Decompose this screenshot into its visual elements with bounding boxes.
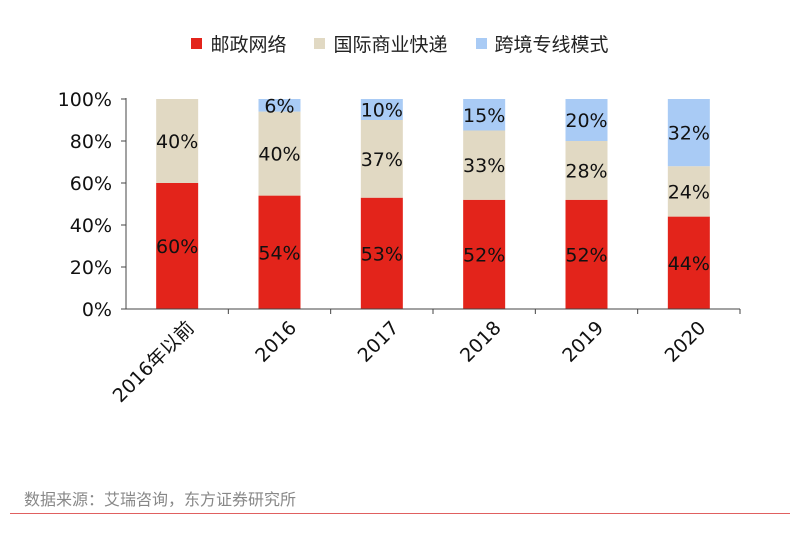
data-label-1-0: 40% [156, 131, 198, 153]
chart-legend: 邮政网络 国际商业快递 跨境专线模式 [0, 30, 800, 57]
data-label-0-4: 52% [565, 244, 607, 266]
legend-label-dedicated-line: 跨境专线模式 [494, 34, 609, 56]
bar-segment-2-5 [667, 99, 710, 167]
data-label-1-5: 24% [668, 181, 710, 203]
y-tick-label-5: 100% [58, 89, 112, 111]
data-label-1-2: 37% [361, 149, 403, 171]
legend-swatch-intl-express [314, 38, 326, 49]
y-tick-label-4: 80% [70, 131, 112, 153]
bar-segment-0-0 [156, 183, 199, 309]
y-tick-label-0: 0% [82, 299, 112, 321]
data-label-1-4: 28% [565, 160, 607, 182]
bar-segment-1-4 [565, 141, 608, 200]
bar-segment-1-5 [667, 166, 710, 217]
bar-segment-2-2 [360, 99, 403, 120]
data-label-2-2: 10% [361, 100, 403, 122]
x-tick-label-5: 2020 [661, 317, 711, 367]
bar-segment-2-4 [565, 99, 608, 141]
bar-segment-2-3 [463, 99, 506, 131]
legend-swatch-postal [191, 38, 203, 49]
data-label-1-1: 40% [258, 144, 300, 166]
data-label-0-0: 60% [156, 236, 198, 258]
data-label-0-3: 52% [463, 244, 505, 266]
bar-segment-1-0 [156, 99, 199, 183]
stacked-bar-chart: 60% 40% 2016年以前 54% 40% 6% 2016 53% 37% 10% 2017 52… [58, 89, 741, 407]
x-tick-label-0: 2016年以前 [109, 317, 199, 407]
data-label-2-5: 32% [668, 123, 710, 145]
x-tick-label-4: 2019 [558, 317, 608, 367]
bar-segment-1-1 [258, 111, 301, 196]
source-note: 数据来源：艾瑞咨询，东方证券研究所 [24, 490, 297, 509]
bar-segment-0-1 [258, 195, 301, 309]
x-tick-label-3: 2018 [456, 317, 506, 367]
y-tick-label-1: 20% [70, 257, 112, 279]
data-label-0-5: 44% [668, 253, 710, 275]
bar-segment-0-2 [360, 197, 403, 309]
bar-segment-0-5 [667, 216, 710, 309]
data-label-0-2: 53% [361, 243, 403, 265]
data-label-2-1: 6% [264, 95, 294, 117]
bar-segment-1-3 [463, 130, 506, 200]
legend-swatch-dedicated-line [475, 38, 487, 49]
source-divider [10, 513, 790, 514]
data-label-2-3: 15% [463, 105, 505, 127]
data-label-0-1: 54% [258, 242, 300, 264]
legend-item-intl-express: 国际商业快递 [314, 30, 448, 57]
bar-segment-0-3 [463, 199, 506, 309]
legend-label-postal: 邮政网络 [210, 34, 287, 56]
data-label-1-3: 33% [463, 155, 505, 177]
legend-label-intl-express: 国际商业快递 [333, 34, 448, 56]
x-tick-label-1: 2016 [251, 317, 301, 367]
bar-segment-1-2 [360, 120, 403, 198]
bar-segment-0-4 [565, 199, 608, 309]
y-tick-label-3: 60% [70, 173, 112, 195]
y-tick-label-2: 40% [70, 215, 112, 237]
x-tick-label-2: 2017 [354, 317, 404, 367]
legend-item-postal: 邮政网络 [191, 30, 286, 57]
legend-item-dedicated-line: 跨境专线模式 [475, 30, 609, 57]
data-label-2-4: 20% [565, 110, 607, 132]
bar-segment-2-1 [258, 99, 301, 112]
